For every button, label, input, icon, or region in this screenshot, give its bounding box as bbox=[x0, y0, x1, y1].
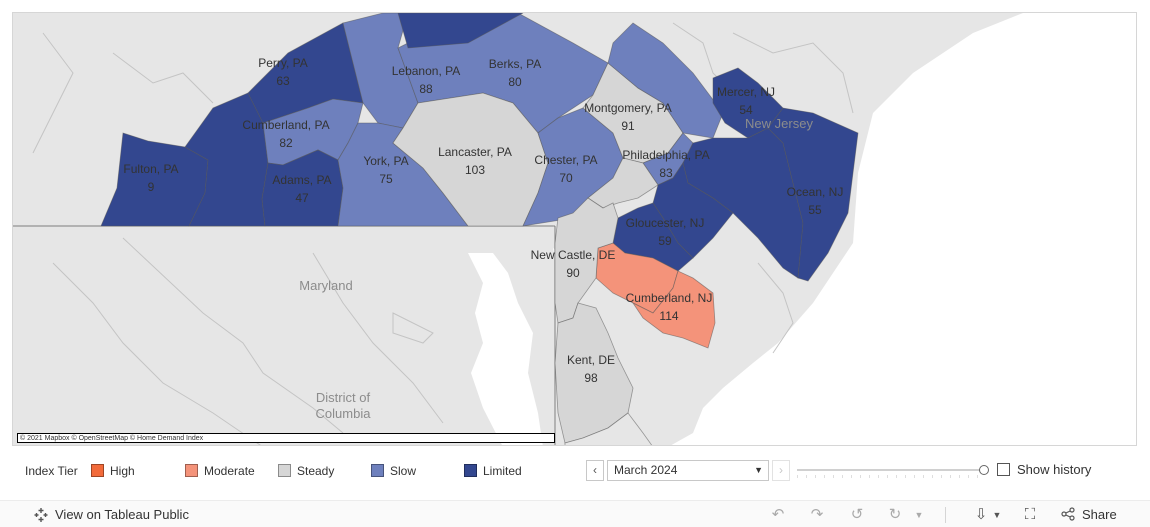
region-label-maryland: Maryland bbox=[299, 278, 352, 293]
county-label-value: 98 bbox=[584, 371, 598, 385]
slider-thumb[interactable] bbox=[979, 465, 989, 475]
county-label-name: Mercer, NJ bbox=[717, 85, 775, 99]
county-label-value: 88 bbox=[419, 82, 433, 96]
caret-down-icon: ▼ bbox=[754, 465, 763, 475]
county-label-name: Adams, PA bbox=[272, 173, 331, 187]
date-select[interactable]: March 2024 ▼ bbox=[607, 460, 769, 481]
county-label-value: 82 bbox=[279, 136, 293, 150]
legend-swatch-moderate bbox=[185, 464, 198, 477]
toolbar-divider bbox=[945, 507, 946, 523]
date-next-button[interactable]: › bbox=[772, 460, 790, 481]
view-on-tableau-label: View on Tableau Public bbox=[55, 507, 189, 522]
legend-swatch-steady bbox=[278, 464, 291, 477]
county-label-name: Perry, PA bbox=[258, 56, 308, 70]
fullscreen-icon[interactable]: ⛶ bbox=[1024, 506, 1036, 523]
tableau-logo-icon bbox=[34, 508, 48, 522]
region-label-new-jersey: New Jersey bbox=[745, 116, 813, 131]
county-label-name: Cumberland, PA bbox=[242, 118, 329, 132]
county-label-name: Ocean, NJ bbox=[787, 185, 844, 199]
county-label-value: 54 bbox=[739, 103, 753, 117]
legend-swatch-slow bbox=[371, 464, 384, 477]
slider-ticks bbox=[797, 475, 983, 478]
county-label-value: 75 bbox=[379, 172, 393, 186]
slider-track bbox=[797, 469, 983, 471]
county-label-name: Kent, DE bbox=[567, 353, 615, 367]
county-label-value: 103 bbox=[465, 163, 485, 177]
share-icon bbox=[1061, 507, 1075, 521]
county-label-value: 114 bbox=[659, 309, 678, 323]
county-new-castle-de[interactable] bbox=[554, 197, 619, 324]
county-label-value: 63 bbox=[276, 74, 290, 88]
map-canvas[interactable]: Maryland New Jersey District of Columbia… bbox=[13, 13, 1137, 446]
county-label-name: New Castle, DE bbox=[531, 248, 616, 262]
county-label-value: 59 bbox=[658, 234, 672, 248]
redo-icon[interactable]: ↷ bbox=[810, 506, 824, 523]
legend-label: Moderate bbox=[204, 464, 255, 478]
county-label-value: 9 bbox=[148, 180, 155, 194]
tableau-toolbar: View on Tableau Public ↶ ↷ ↺ ↻ ▼ ⇩ ▼ ⛶ S… bbox=[0, 500, 1150, 527]
refresh-icon[interactable]: ↻ bbox=[888, 506, 902, 523]
county-ocean-nj[interactable] bbox=[767, 107, 859, 282]
county-label-name: Cumberland, NJ bbox=[626, 291, 713, 305]
legend-swatch-limited bbox=[464, 464, 477, 477]
county-label-name: Gloucester, NJ bbox=[626, 216, 705, 230]
chevron-left-icon: ‹ bbox=[593, 463, 597, 477]
date-prev-button[interactable]: ‹ bbox=[586, 460, 604, 481]
legend-title: Index Tier bbox=[25, 464, 78, 478]
county-label-name: Fulton, PA bbox=[123, 162, 178, 176]
revert-icon[interactable]: ↺ bbox=[850, 506, 864, 523]
county-kent-de[interactable] bbox=[554, 302, 634, 444]
county-label-name: Lebanon, PA bbox=[392, 64, 461, 78]
county-label-value: 55 bbox=[808, 203, 822, 217]
county-label-value: 90 bbox=[566, 266, 580, 280]
county-label-name: Montgomery, PA bbox=[584, 101, 672, 115]
county-label-name: Chester, PA bbox=[534, 153, 597, 167]
date-slider[interactable] bbox=[797, 464, 989, 478]
download-icon[interactable]: ⇩ bbox=[974, 506, 988, 523]
show-history-label: Show history bbox=[1017, 462, 1092, 477]
date-select-value: March 2024 bbox=[614, 463, 678, 477]
legend-swatch-high bbox=[91, 464, 104, 477]
county-cumberland-nj[interactable] bbox=[631, 270, 716, 349]
county-label-value: 80 bbox=[508, 75, 522, 89]
map-view[interactable]: Maryland New Jersey District of Columbia… bbox=[12, 12, 1137, 446]
share-label: Share bbox=[1082, 507, 1117, 522]
undo-icon[interactable]: ↶ bbox=[771, 506, 785, 523]
county-sussex-de[interactable] bbox=[564, 412, 653, 446]
chevron-down-icon[interactable]: ▼ bbox=[914, 510, 924, 520]
legend-label: Limited bbox=[483, 464, 522, 478]
county-label-name: Lancaster, PA bbox=[438, 145, 512, 159]
county-label-name: Philadelphia, PA bbox=[622, 148, 709, 162]
county-top-limited[interactable] bbox=[397, 13, 524, 49]
legend-label: Steady bbox=[297, 464, 335, 478]
legend-label: Slow bbox=[390, 464, 417, 478]
map-attribution[interactable]: © 2021 Mapbox © OpenStreetMap © Home Dem… bbox=[17, 433, 555, 443]
region-label-dc-2: Columbia bbox=[316, 406, 372, 421]
chevron-down-icon[interactable]: ▼ bbox=[992, 510, 1002, 520]
county-labels: Perry, PA 63 Lebanon, PA 88 Berks, PA 80… bbox=[123, 56, 843, 385]
county-label-value: 47 bbox=[295, 191, 309, 205]
region-label-dc-1: District of bbox=[316, 390, 371, 405]
county-label-name: Berks, PA bbox=[489, 57, 541, 71]
county-label-name: York, PA bbox=[363, 154, 408, 168]
chevron-right-icon: › bbox=[779, 463, 783, 477]
legend-label: High bbox=[110, 464, 135, 478]
county-label-value: 83 bbox=[659, 166, 673, 180]
county-label-value: 91 bbox=[621, 119, 635, 133]
chesapeake-bay bbox=[468, 253, 543, 445]
checkbox-icon[interactable] bbox=[997, 463, 1010, 476]
county-label-value: 70 bbox=[559, 171, 573, 185]
